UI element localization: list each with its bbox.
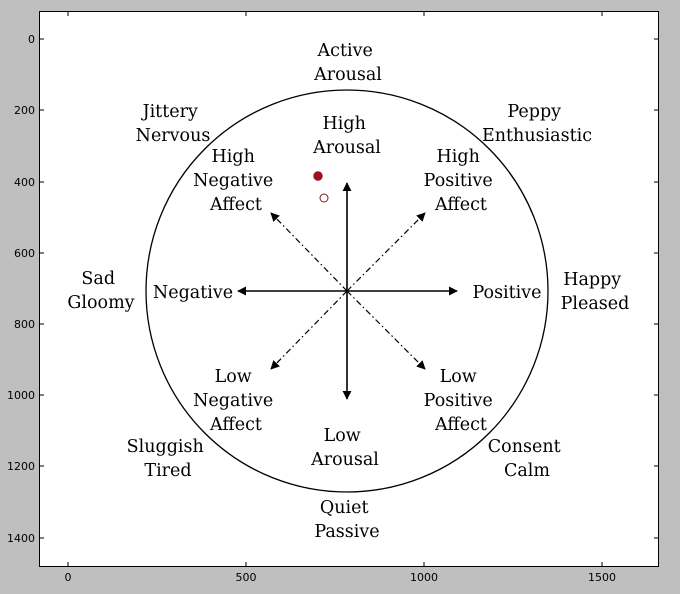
- y-tick-label: 800: [14, 318, 35, 331]
- x-tick: 500: [236, 11, 257, 584]
- y-tick: 600: [14, 247, 659, 260]
- y-tick-label: 200: [14, 104, 35, 117]
- label-peppy-enthusiastic: Peppy Enthusiastic: [482, 102, 592, 146]
- label-sad-gloomy: Sad Gloomy: [67, 269, 134, 313]
- y-tick-label: 1000: [7, 389, 35, 402]
- label-negative: Negative: [153, 283, 233, 303]
- x-axis: 0 500 1000 1500: [65, 11, 616, 584]
- y-axis: 0 200 400 600 800 1000: [7, 33, 659, 545]
- y-tick: 800: [14, 318, 659, 331]
- label-jittery-nervous: Jittery Nervous: [136, 102, 211, 146]
- y-tick-label: 1400: [7, 532, 35, 545]
- hollow-marker: [319, 193, 329, 203]
- label-sluggish-tired: Sluggish Tired: [127, 437, 210, 481]
- x-tick: 1500: [588, 11, 616, 584]
- y-tick-label: 1200: [7, 460, 35, 473]
- label-high-negative-affect: High Negative Affect: [193, 147, 279, 215]
- label-high-arousal: High Arousal: [312, 114, 381, 158]
- label-consent-calm: Consent Calm: [488, 437, 566, 481]
- y-tick: 1000: [7, 389, 659, 402]
- x-tick-label: 0: [65, 571, 72, 584]
- label-active-arousal: Active Arousal: [313, 41, 382, 85]
- y-tick: 0: [28, 33, 659, 46]
- label-low-negative-affect: Low Negative Affect: [193, 367, 279, 435]
- x-tick-label: 1000: [410, 571, 438, 584]
- label-quiet-passive: Quiet Passive: [314, 498, 379, 542]
- y-tick: 1400: [7, 532, 659, 545]
- label-low-positive-affect: Low Positive Affect: [424, 367, 499, 435]
- label-high-positive-affect: High Positive Affect: [424, 147, 499, 215]
- y-tick-label: 600: [14, 247, 35, 260]
- y-tick: 400: [14, 176, 659, 189]
- x-tick: 1000: [410, 11, 438, 584]
- y-tick-label: 0: [28, 33, 35, 46]
- label-happy-pleased: Happy Pleased: [561, 270, 630, 314]
- circumplex-circle: [145, 89, 549, 493]
- y-tick: 1200: [7, 460, 659, 473]
- x-tick-label: 1500: [588, 571, 616, 584]
- y-tick-label: 400: [14, 176, 35, 189]
- arrow-up-right: [346, 212, 426, 292]
- label-low-arousal: Low Arousal: [310, 426, 379, 470]
- arrow-down-right: [346, 290, 426, 370]
- x-tick: 0: [65, 11, 72, 584]
- y-tick: 200: [14, 104, 659, 117]
- label-positive: Positive: [472, 283, 541, 303]
- x-tick-label: 500: [236, 571, 257, 584]
- filled-marker: [313, 171, 323, 181]
- arrow-up-left: [270, 212, 348, 292]
- arrow-down-left: [270, 290, 348, 370]
